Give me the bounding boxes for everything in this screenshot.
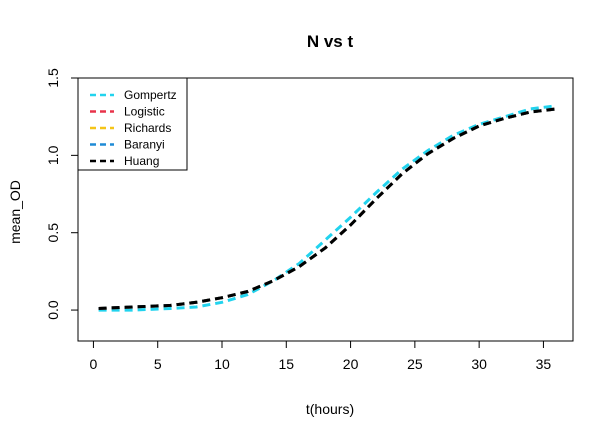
x-tick-label: 5 (154, 356, 162, 372)
legend-label: Logistic (124, 105, 165, 119)
series-line-huang (98, 107, 557, 310)
x-axis: 0 5 10 15 20 25 30 35 (90, 340, 552, 372)
series-line-gompertz (98, 104, 557, 312)
x-tick-label: 25 (407, 356, 423, 372)
x-tick-label: 0 (90, 356, 98, 372)
y-tick-label: 0.5 (45, 223, 61, 243)
y-tick-label: 0.0 (45, 300, 61, 320)
legend-label: Gompertz (124, 88, 177, 102)
legend: Gompertz Logistic Richards Baranyi Huang (77, 77, 188, 171)
chart-title: N vs t (307, 32, 354, 51)
x-tick-label: 35 (536, 356, 552, 372)
legend-box (77, 77, 188, 171)
legend-label: Baranyi (124, 138, 165, 152)
legend-label: Huang (124, 154, 159, 168)
x-tick-label: 10 (214, 356, 230, 372)
series-layer (98, 104, 557, 312)
legend-label: Richards (124, 121, 171, 135)
x-tick-label: 30 (471, 356, 487, 372)
x-tick-label: 20 (343, 356, 359, 372)
y-tick-label: 1.5 (45, 68, 61, 88)
y-tick-label: 1.0 (45, 145, 61, 165)
x-axis-label: t(hours) (306, 401, 354, 417)
y-axis: 0.0 0.5 1.0 1.5 (45, 68, 79, 320)
y-axis-label: mean_OD (7, 180, 23, 244)
x-tick-label: 15 (278, 356, 294, 372)
